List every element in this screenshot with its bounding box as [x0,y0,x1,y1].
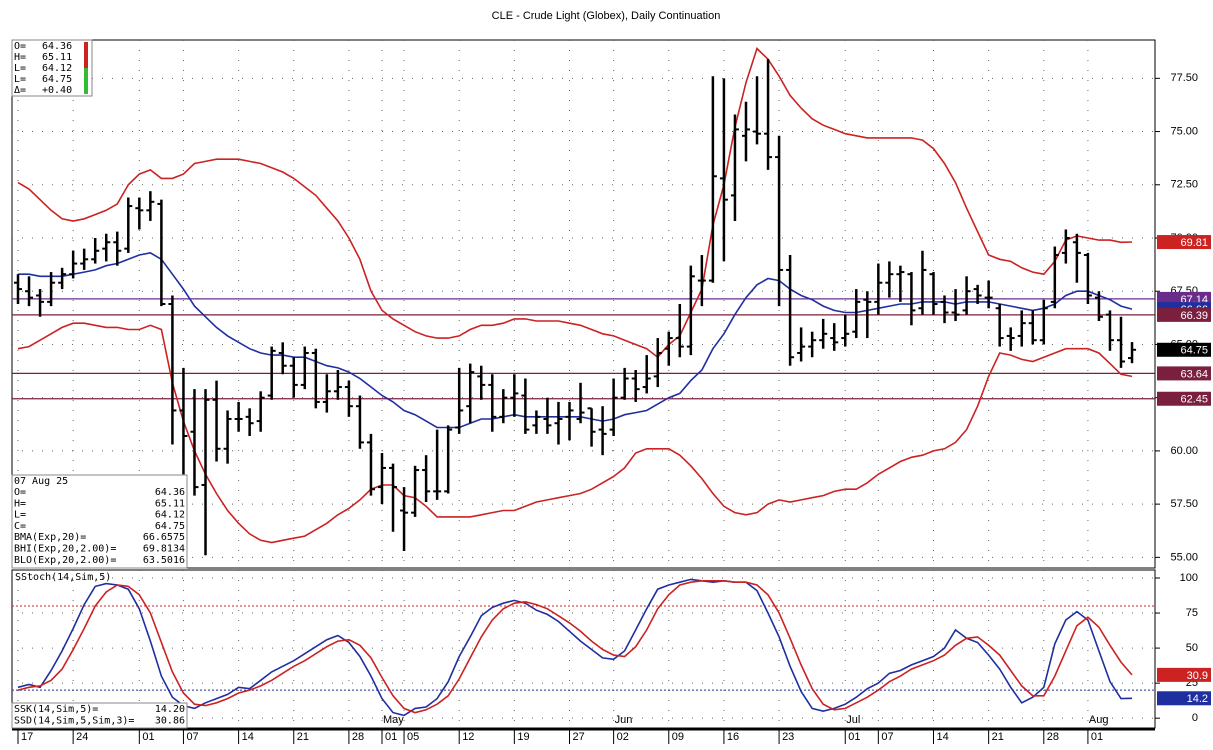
price-tag-label: 66.39 [1180,310,1208,322]
price-tag [1157,391,1211,406]
price-tag [1157,342,1211,357]
price-tag-label: 14.2 [1187,693,1208,705]
info-label: SSK(14,Sim,5)= [14,704,98,715]
x-tick-label: 14 [242,731,254,743]
x-tick-label: 12 [462,731,474,743]
info-label: C= [14,521,26,532]
info-label: L= [14,510,26,521]
info-label: O= [14,41,26,52]
y-tick-label: 72.50 [1170,179,1198,191]
info-value: 64.36 [155,487,185,498]
info-box [11,702,188,729]
stoch-line [17,578,1133,717]
info-value: 65.11 [42,52,72,63]
info-value: 64.12 [42,63,72,74]
stoch-line [17,580,1133,714]
band-line [18,252,1133,429]
info-label: L= [14,74,26,85]
info-value: 64.75 [42,74,72,85]
x-tick-label: 28 [1047,731,1059,743]
y-tick-label: 50 [1186,642,1198,654]
info-label: Δ= [14,85,26,96]
band-line [17,47,1133,359]
info-value: 64.36 [42,41,72,52]
month-label: Jul [846,714,860,726]
info-label: SSD(14,Sim,5,Sim,3)= [14,716,134,727]
band-line [17,322,1133,544]
info-value: 64.75 [155,521,185,532]
price-tag-label: 69.81 [1180,237,1208,249]
info-label: O= [14,487,26,498]
chart-title: CLE - Crude Light (Globex), Daily Contin… [492,10,721,22]
x-tick-label: 01 [142,731,154,743]
info-date: 07 Aug 25 [14,476,68,487]
price-tag-label: 64.75 [1180,345,1208,357]
x-tick-label: 28 [352,731,364,743]
info-value: 14.20 [155,704,185,715]
price-tag [1157,307,1211,322]
month-label: May [383,714,404,726]
info-value: 69.8134 [143,544,185,555]
x-tick-label: 14 [936,731,948,743]
x-tick-label: 27 [573,731,585,743]
month-label: Aug [1089,714,1109,726]
info-label: BMA(Exp,20)= [14,532,86,543]
x-tick-label: 05 [407,731,419,743]
x-tick-label: 17 [21,731,33,743]
y-tick-label: 100 [1180,572,1198,584]
info-label: BLO(Exp,20,2.00)= [14,555,116,566]
x-tick-label: 09 [672,731,684,743]
info-label: BHI(Exp,20,2.00)= [14,544,116,555]
info-value: 63.5016 [143,555,185,566]
y-tick-label: 75.00 [1170,125,1198,137]
price-panel [11,39,1156,569]
x-tick-label: 07 [881,731,893,743]
info-label: H= [14,52,26,63]
x-tick-label: 02 [617,731,629,743]
info-swatch [84,42,88,68]
price-tag [1157,667,1211,682]
info-box [11,39,93,97]
x-tick-label: 21 [297,731,309,743]
panel-label: SStoch(14,Sim,5) [15,572,111,583]
y-tick-label: 57.50 [1170,498,1198,510]
x-tick-label: 19 [517,731,529,743]
info-value: +0.40 [42,85,72,96]
info-box [11,474,188,569]
x-tick-label: 01 [1091,731,1103,743]
month-label: Jun [615,714,633,726]
x-tick-label: 16 [727,731,739,743]
y-tick-label: 60.00 [1170,445,1198,457]
info-swatch [84,68,88,94]
info-label: H= [14,498,26,509]
x-tick-label: 21 [992,731,1004,743]
info-value: 30.86 [155,716,185,727]
price-tag [1157,235,1211,250]
info-value: 64.12 [155,510,185,521]
info-value: 65.11 [155,498,185,509]
x-tick-label: 01 [385,731,397,743]
info-value: 66.6575 [143,532,185,543]
x-tick-label: 07 [186,731,198,743]
price-tag-label: 62.45 [1180,394,1208,406]
y-tick-label: 0 [1192,712,1198,724]
y-tick-label: 75 [1186,607,1198,619]
price-tag [1157,366,1211,381]
price-tag-label: 63.64 [1180,368,1208,380]
x-tick-label: 24 [76,731,88,743]
price-tag [1157,691,1211,706]
info-label: L= [14,63,26,74]
price-tag-label: 30.9 [1187,670,1208,682]
y-tick-label: 77.50 [1170,72,1198,84]
x-tick-label: 01 [848,731,860,743]
y-tick-label: 55.00 [1170,551,1198,563]
x-tick-label: 23 [782,731,794,743]
